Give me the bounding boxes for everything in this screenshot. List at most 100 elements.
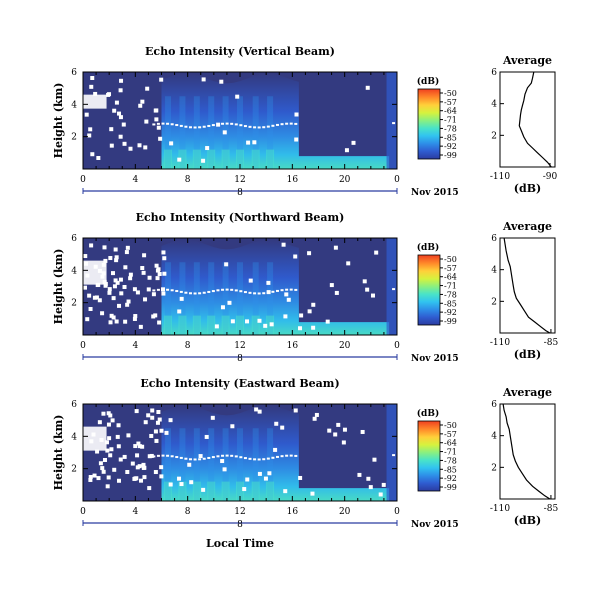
avg-x-tick-label: -85: [544, 504, 559, 514]
dropout-cell: [162, 271, 167, 276]
dropout-cell: [220, 305, 225, 310]
x-tick-label: 0: [80, 341, 86, 351]
dropout-cell: [128, 276, 133, 281]
inversion-marker: [166, 122, 170, 125]
heatmap-streak-low: [192, 149, 201, 169]
heatmap-streak: [252, 96, 259, 169]
x-tick-label: 8: [185, 341, 191, 351]
heatmap-streak: [267, 428, 274, 501]
average-title: Average: [502, 54, 552, 67]
dropout-cell: [159, 474, 164, 479]
dropout-cell: [108, 256, 113, 261]
inversion-marker: [248, 125, 252, 128]
panel-title: Echo Intensity (Vertical Beam): [145, 45, 335, 58]
inversion-marker: [179, 456, 183, 459]
heatmap-streak-low: [236, 149, 244, 169]
dropout-cell: [360, 429, 365, 434]
heatmap-streak-low: [236, 315, 244, 335]
dropout-cell: [88, 127, 93, 132]
heatmap-streak: [193, 428, 200, 501]
dropout-cell: [327, 428, 332, 433]
inversion-marker: [170, 289, 174, 292]
inversion-marker: [188, 126, 192, 129]
avg-y-tick-label: 2: [491, 131, 497, 141]
inversion-marker: [175, 456, 179, 459]
dropout-cell: [109, 143, 114, 148]
inversion-marker: [392, 288, 396, 291]
heatmap-streak-low: [221, 149, 230, 169]
dropout-cell: [159, 465, 164, 470]
inversion-marker: [152, 289, 156, 292]
inversion-marker: [262, 292, 266, 295]
dropout-cell: [329, 283, 334, 288]
dropout-cell: [135, 465, 140, 470]
avg-x-label: (dB): [514, 182, 541, 195]
dropout-cell: [88, 477, 93, 482]
colorbar-tick-label: -78: [444, 290, 457, 299]
dropout-cell: [132, 316, 137, 321]
dropout-cell: [106, 475, 111, 480]
dropout-cell: [90, 75, 95, 80]
inversion-marker: [275, 289, 279, 292]
avg-y-tick-label: 4: [491, 266, 497, 276]
dropout-cell: [242, 487, 247, 492]
dropout-cell: [312, 416, 317, 421]
colorbar-tick-label: -85: [444, 465, 457, 474]
heatmap-streak-low: [178, 481, 187, 501]
dropout-cell: [142, 253, 147, 258]
dropout-cell: [284, 292, 289, 297]
avg-y-tick-label: 2: [491, 297, 497, 307]
inversion-marker: [294, 454, 298, 457]
dropout-cell: [139, 478, 144, 483]
dropout-cell: [346, 261, 351, 266]
dropout-cell: [269, 322, 274, 327]
avg-y-tick-label: 6: [491, 234, 497, 244]
heatmap-streak-low: [221, 481, 230, 501]
dropout-cell: [143, 145, 148, 150]
dropout-cell: [111, 296, 116, 301]
inversion-marker: [193, 292, 197, 295]
heatmap-streak-low: [207, 315, 216, 335]
inversion-marker: [175, 124, 179, 127]
dropout-cell: [140, 266, 145, 271]
inversion-marker: [161, 122, 165, 125]
date-label: Nov 2015: [411, 188, 459, 198]
avg-x-tick-label: -110: [490, 504, 510, 514]
heatmap-streak-low: [207, 481, 216, 501]
dropout-cell: [113, 278, 118, 283]
heatmap-streak-low: [236, 481, 244, 501]
inversion-marker: [156, 288, 160, 291]
inversion-marker: [170, 123, 174, 126]
y-tick-label: 2: [71, 299, 77, 309]
dropout-cell: [125, 245, 130, 250]
date-label: Nov 2015: [411, 354, 459, 364]
dropout-cell: [96, 476, 101, 481]
dropout-cell: [110, 418, 115, 423]
dropout-cell: [123, 319, 128, 324]
dropout-cell: [153, 429, 158, 434]
inversion-marker: [211, 290, 215, 293]
heatmap-streak-low: [192, 481, 201, 501]
y-tick-label: 2: [71, 133, 77, 143]
dropout-cell: [189, 480, 194, 485]
colorbar-tick-label: -99: [444, 483, 457, 492]
dropout-cell: [88, 307, 93, 312]
inversion-marker: [239, 290, 243, 293]
x-tick-label: 4: [132, 341, 138, 351]
dropout-cell: [138, 103, 143, 108]
inversion-marker: [234, 455, 238, 458]
inversion-marker: [243, 457, 247, 460]
inversion-marker: [253, 126, 257, 129]
inversion-marker: [216, 289, 220, 292]
colorbar-tick-label: -71: [444, 448, 457, 457]
dropout-cell: [266, 290, 271, 295]
dropout-cell: [298, 326, 303, 331]
inversion-marker: [253, 292, 257, 295]
heatmap-streak: [193, 262, 200, 335]
inversion-marker: [289, 454, 293, 457]
heatmap-echo-region: [161, 239, 390, 335]
colorbar-tick-label: -85: [444, 299, 457, 308]
inversion-marker: [239, 124, 243, 127]
heatmap-streak: [165, 428, 172, 501]
heatmap-edge: [386, 238, 397, 335]
